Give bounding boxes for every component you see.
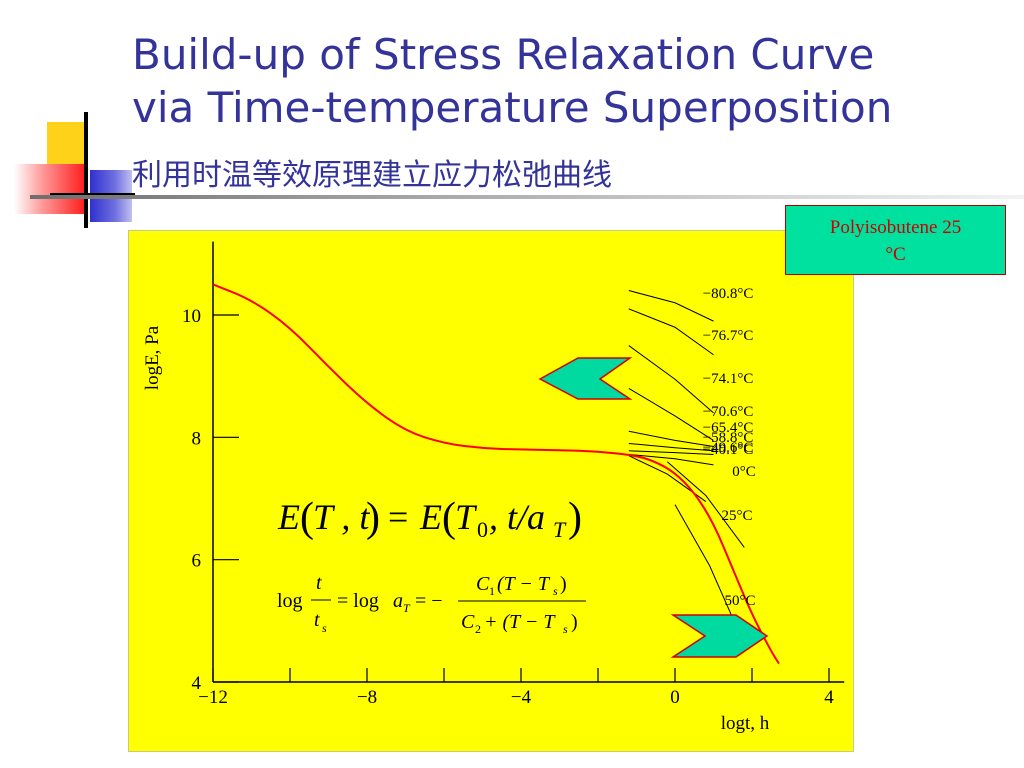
temperature-label: 25°C [721,508,752,524]
master-curve [212,283,780,665]
tick-marks [212,314,830,683]
x-tick-label: −12 [198,687,228,708]
eq-rhs-at-sub: T [553,517,567,542]
temperature-segment [628,453,714,466]
x-tick-label: 4 [824,687,834,708]
temperature-label: −49.6°C [703,440,754,456]
shift-eq-minus: = − [415,590,443,612]
eq-rhs-paren-open: ( [442,495,456,541]
shift-ts-sub: s [322,621,327,635]
temperature-segment [628,450,714,455]
eq-lhs-args: T , t [313,497,370,537]
shift-num-paren: (T − T [497,573,551,595]
y-tick-label: 6 [192,551,202,572]
master-curve-group [212,283,780,665]
shift-at: a [393,590,403,612]
badge-line-2: °C [885,244,906,265]
temperature-label: −58.8°C [703,430,754,446]
temperature-segment [666,461,745,548]
shift-num-paren-sub: s [553,584,558,598]
eq-rhs-t0-sub: 0 [477,517,488,542]
shift-at-sub: T [403,601,411,615]
shift-num-close: ) [560,573,567,595]
x-tick-label: −8 [357,687,377,708]
y-axis-label: logE, Pa [142,325,163,390]
title-underline [30,195,1024,199]
slide-title: Build-up of Stress Relaxation Curve via … [132,28,1012,134]
shift-num-c: C [476,573,490,595]
shift-den-c-sub: 2 [475,622,481,636]
title-line-1: Build-up of Stress Relaxation Curve [132,30,875,79]
temperature-label: −40.1°C [703,442,754,458]
shift-ts: t [314,609,320,631]
deco-yellow-block [47,122,87,164]
temperature-label: 0°C [732,464,756,480]
x-axis-label: logt, h [721,713,770,734]
temperature-segment [628,442,714,452]
temperature-segment [628,345,714,414]
temperature-label: −65.4°C [703,420,754,436]
shift-log: log [277,590,303,612]
eq-equals: = [388,497,408,537]
slide-subtitle: 利用时温等效原理建立应力松弛曲线 [132,158,612,193]
x-tick-label: 0 [670,687,680,708]
temperature-labels: −80.8°C −76.7°C −74.1°C −70.6°C−65.4°C−58.8… [703,286,756,609]
shift-den-c: C [461,611,475,633]
shift-num-c-sub: 1 [489,584,495,598]
deco-vertical-line [84,112,88,228]
temperature-label: −74.1°C [703,371,754,387]
right-arrow-shape [670,614,769,658]
eq-lhs-paren-open: ( [300,495,314,541]
polyisobutene-badge: Polyisobutene 25 °C [785,205,1006,275]
shift-den-paren-sub: s [563,622,568,636]
eq-rhs-t0: T [455,497,478,537]
x-tick-label: −4 [511,687,532,708]
temperature-label: −80.8°C [703,286,754,302]
deco-horizontal-line [50,193,135,196]
eq-rhs-paren-close: ) [568,495,582,541]
temperature-label: −70.6°C [703,404,754,420]
shift-den-close: ) [571,611,578,633]
eq-rhs-t-over-a: , t/a [489,497,545,537]
superposition-equation: E ( T , t ) = E ( T 0 , t/a T ) [277,495,582,542]
deco-red-block [14,164,84,214]
temperature-segment [628,430,714,448]
temperature-segment [628,387,714,441]
chart-panel [128,230,854,752]
shift-eq-log: = log [337,590,379,612]
shift-den-plus: + (T − T [484,611,556,633]
shift-factor-equation: log t t s = log a T = − C 1 (T − T s ) C… [277,572,586,636]
temperature-segment [674,504,738,628]
temperature-segment [628,308,714,356]
eq-lhs-paren-close: ) [366,495,380,541]
temperature-label: −76.7°C [703,328,754,344]
temperature-label: 50°C [724,593,755,609]
eq-rhs-e: E [419,497,442,537]
y-tick-label: 10 [182,306,201,327]
badge-line-1: Polyisobutene 25 [829,217,962,238]
title-line-2: via Time-temperature Superposition [132,83,893,132]
temperature-segment [628,290,714,322]
eq-lhs-e: E [277,497,300,537]
y-tick-label: 4 [192,673,202,694]
shift-t: t [316,572,322,594]
left-arrow-shape [538,357,633,400]
y-tick-label: 8 [192,428,202,449]
